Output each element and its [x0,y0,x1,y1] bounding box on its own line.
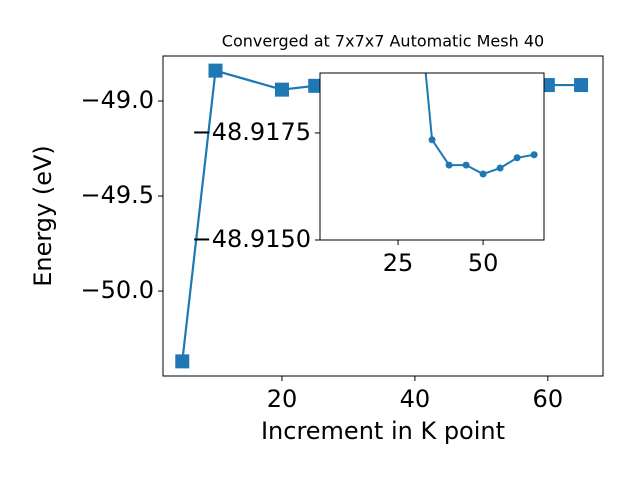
marker [428,136,436,144]
x-tick-label: 40 [400,385,431,413]
y-tick-label: −48.9175 [192,118,311,146]
marker [530,151,538,159]
marker [513,154,521,162]
marker [308,78,323,93]
chart-title: Converged at 7x7x7 Automatic Mesh 40 [222,32,544,51]
marker [479,170,487,178]
x-tick-label: 50 [468,249,499,277]
marker [496,164,504,172]
plot-area [320,73,544,240]
y-tick-label: −49.5 [80,181,154,209]
y-axis-label: Energy (eV) [29,145,57,287]
marker [445,161,453,169]
plot-content [424,73,538,178]
x-tick-label: 20 [267,385,298,413]
x-tick-label: 25 [383,249,414,277]
marker [175,354,190,369]
x-axis-label: Increment in K point [261,417,505,445]
marker [574,78,589,93]
y-tick-label: −49.0 [80,86,154,114]
y-tick-label: −48.9150 [192,225,311,253]
y-tick-label: −50.0 [80,276,154,304]
axes-frame [162,55,604,377]
x-tick-label: 60 [533,385,564,413]
marker [274,82,289,97]
marker [462,161,470,169]
axes-frame [319,72,545,241]
marker [208,63,223,78]
